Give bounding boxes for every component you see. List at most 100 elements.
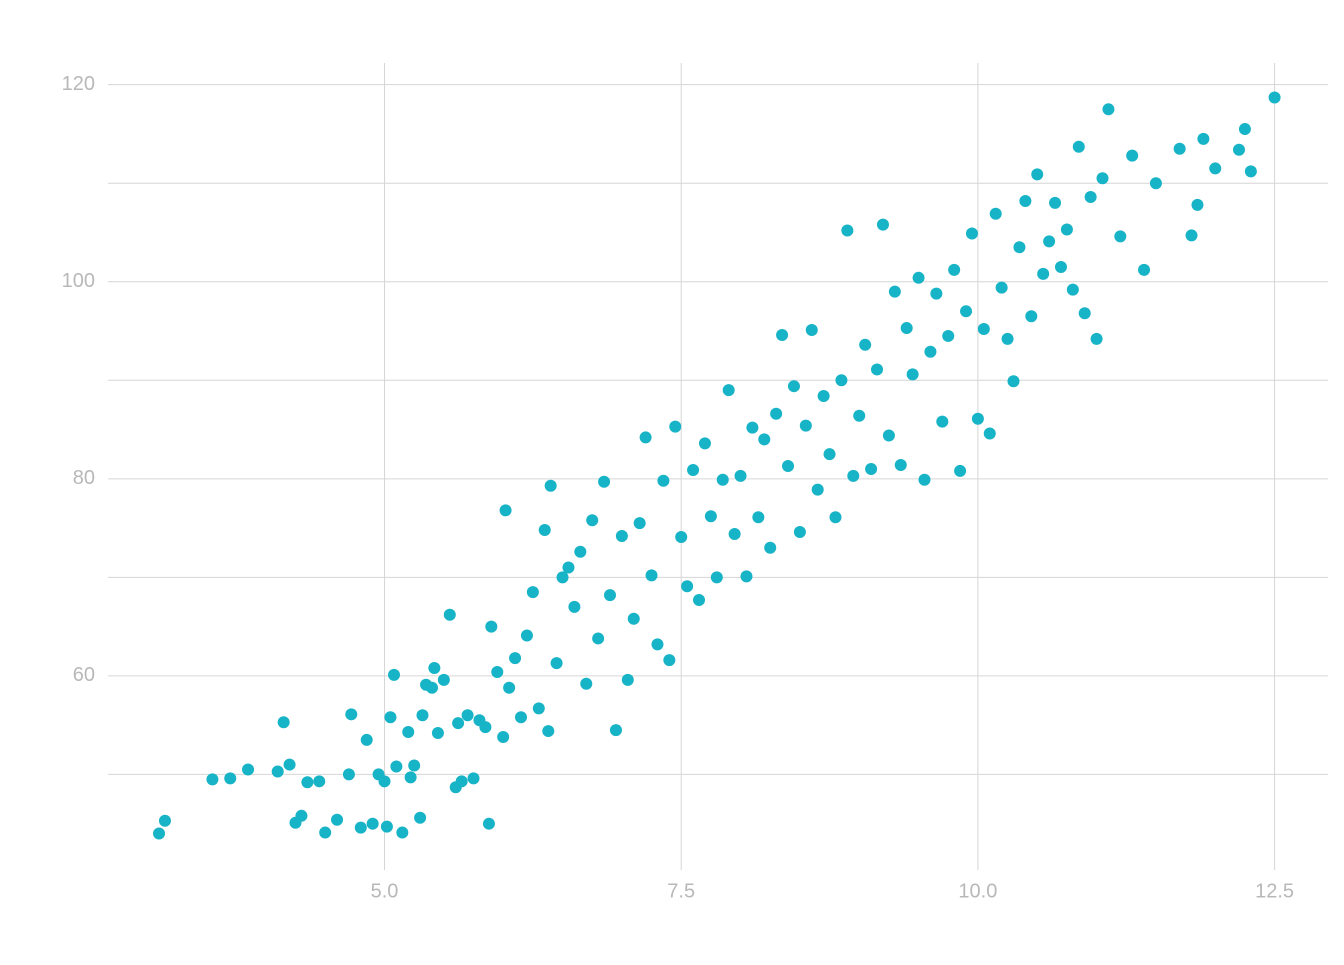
point	[542, 725, 555, 738]
point	[722, 384, 735, 397]
point	[271, 765, 284, 778]
point	[811, 483, 824, 496]
point	[912, 271, 925, 284]
point	[295, 809, 308, 822]
point	[425, 681, 438, 694]
point	[354, 821, 367, 834]
point	[431, 727, 444, 740]
point	[380, 820, 393, 833]
point	[544, 479, 557, 492]
point	[942, 329, 955, 342]
x-tick-label: 10.0	[958, 880, 997, 902]
point	[1209, 162, 1222, 175]
point	[520, 629, 533, 642]
point	[428, 662, 441, 675]
point	[710, 571, 723, 584]
point	[977, 323, 990, 336]
point	[491, 665, 504, 678]
point	[924, 345, 937, 358]
point	[728, 527, 741, 540]
point	[503, 681, 516, 694]
point	[598, 475, 611, 488]
point	[764, 541, 777, 554]
point	[452, 717, 465, 730]
point	[514, 711, 527, 724]
point	[1244, 165, 1257, 178]
point	[1072, 140, 1085, 153]
point	[396, 826, 409, 839]
point	[847, 469, 860, 482]
point	[841, 224, 854, 237]
point	[509, 652, 522, 665]
point	[313, 775, 326, 788]
point	[461, 709, 474, 722]
point	[799, 419, 812, 432]
point	[1173, 142, 1186, 155]
point	[345, 708, 358, 721]
point	[580, 677, 593, 690]
point	[1060, 223, 1073, 236]
point	[1232, 143, 1245, 156]
point	[556, 571, 569, 584]
point	[1037, 267, 1050, 280]
point	[965, 227, 978, 240]
point	[1197, 132, 1210, 145]
point	[989, 207, 1002, 220]
point	[1102, 103, 1115, 116]
point	[592, 632, 605, 645]
point	[1084, 191, 1097, 204]
point	[746, 421, 759, 434]
point	[1185, 229, 1198, 242]
x-tick-label: 5.0	[371, 880, 399, 902]
point	[1031, 168, 1044, 181]
point	[1149, 177, 1162, 190]
point	[716, 473, 729, 486]
point	[936, 415, 949, 428]
point	[1013, 241, 1026, 254]
point	[224, 772, 237, 785]
point	[485, 620, 498, 633]
point	[871, 363, 884, 376]
point	[538, 524, 551, 537]
point	[319, 826, 332, 839]
point	[437, 673, 450, 686]
point	[906, 368, 919, 381]
point	[823, 448, 836, 461]
point	[805, 324, 818, 337]
point	[384, 711, 397, 724]
y-tick-label: 60	[73, 664, 95, 686]
point	[158, 814, 171, 827]
point	[633, 517, 646, 530]
point	[378, 775, 391, 788]
point	[283, 758, 296, 771]
point	[1268, 91, 1281, 104]
point	[532, 702, 545, 715]
point	[627, 612, 640, 625]
point	[482, 817, 495, 830]
point	[693, 594, 706, 607]
point	[568, 600, 581, 613]
point	[1090, 332, 1103, 345]
point	[574, 545, 587, 558]
point	[621, 673, 634, 686]
point	[675, 530, 688, 543]
point	[859, 338, 872, 351]
point	[651, 638, 664, 651]
point	[408, 759, 421, 772]
point	[758, 433, 771, 446]
point	[479, 721, 492, 734]
point	[639, 431, 652, 444]
point	[404, 771, 417, 784]
point	[882, 429, 895, 442]
point	[467, 772, 480, 785]
x-tick-label: 12.5	[1255, 880, 1294, 902]
point	[1078, 307, 1091, 320]
point	[770, 407, 783, 420]
point	[687, 463, 700, 476]
point	[971, 412, 984, 425]
point	[918, 473, 931, 486]
point	[615, 529, 628, 542]
point	[1019, 194, 1032, 207]
